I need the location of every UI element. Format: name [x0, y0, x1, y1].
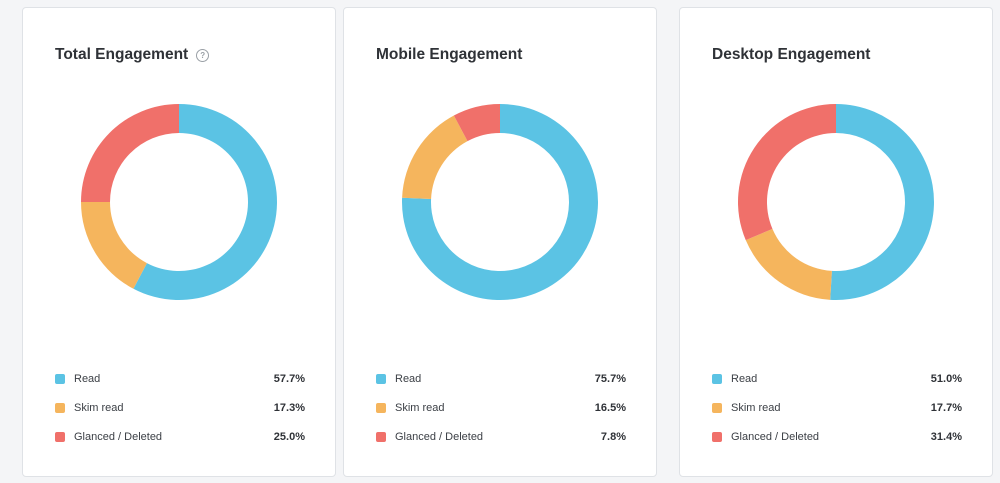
legend-swatch [712, 431, 722, 442]
legend-swatch [376, 373, 386, 384]
donut-segment-glanced-deleted [453, 104, 500, 142]
legend-item-skim-read: Skim read 16.5% [376, 393, 626, 422]
donut-chart [402, 104, 598, 300]
legend-value: 7.8% [600, 430, 626, 443]
legend-item-skim-read: Skim read 17.3% [55, 393, 305, 422]
legend-label: Read [731, 372, 758, 385]
donut-segment-glanced-deleted [81, 104, 179, 202]
legend: Read 57.7% Skim read 17.3% Glanced / Del… [55, 364, 305, 451]
chart-title: Total Engagement [55, 46, 189, 63]
legend-label: Skim read [395, 401, 445, 414]
donut-segment-skim-read [402, 115, 468, 199]
legend-label: Skim read [74, 401, 124, 414]
legend-label: Read [395, 372, 422, 385]
total-engagement-card: Total Engagement ? Read 57.7% Skim read … [22, 7, 336, 477]
donut-segment-skim-read [81, 202, 147, 289]
legend-swatch [712, 373, 722, 384]
legend-value: 75.7% [594, 372, 626, 385]
legend-item-glanced-deleted: Glanced / Deleted 25.0% [55, 422, 305, 451]
chart-title: Mobile Engagement [376, 46, 523, 63]
legend-label: Glanced / Deleted [74, 430, 163, 443]
legend: Read 75.7% Skim read 16.5% Glanced / Del… [376, 364, 626, 451]
legend-label: Glanced / Deleted [731, 430, 820, 443]
legend-swatch [376, 402, 386, 413]
donut-segment-read [402, 104, 598, 300]
donut-segment-read [133, 104, 277, 300]
legend-item-glanced-deleted: Glanced / Deleted 31.4% [712, 422, 962, 451]
legend-value: 25.0% [273, 430, 305, 443]
donut-chart [81, 104, 277, 300]
mobile-engagement-card: Mobile Engagement Read 75.7% Skim read 1… [343, 7, 657, 477]
legend-swatch [712, 402, 722, 413]
legend-label: Skim read [731, 401, 781, 414]
chart-title: Desktop Engagement [712, 46, 871, 63]
donut-chart [738, 104, 935, 300]
legend-value: 57.7% [273, 372, 305, 385]
desktop-engagement-card: Desktop Engagement Read 51.0% Skim read … [679, 7, 993, 477]
legend-value: 16.5% [594, 401, 626, 414]
legend-item-read: Read 75.7% [376, 364, 626, 393]
legend-item-read: Read 57.7% [55, 364, 305, 393]
legend-value: 17.7% [930, 401, 962, 414]
legend-swatch [55, 402, 65, 413]
legend-swatch [55, 431, 65, 442]
legend-value: 17.3% [273, 401, 305, 414]
legend-label: Read [74, 372, 101, 385]
donut-segment-glanced-deleted [738, 104, 836, 241]
legend-label: Glanced / Deleted [395, 430, 484, 443]
legend: Read 51.0% Skim read 17.7% Glanced / Del… [712, 364, 962, 451]
legend-item-skim-read: Skim read 17.7% [712, 393, 962, 422]
legend-swatch [376, 431, 386, 442]
legend-item-read: Read 51.0% [712, 364, 962, 393]
question-circle-icon[interactable]: ? [196, 48, 210, 62]
legend-item-glanced-deleted: Glanced / Deleted 7.8% [376, 422, 626, 451]
legend-swatch [55, 373, 65, 384]
legend-value: 51.0% [930, 372, 962, 385]
donut-segment-read [830, 104, 935, 300]
donut-segment-skim-read [745, 228, 832, 300]
legend-value: 31.4% [930, 430, 962, 443]
